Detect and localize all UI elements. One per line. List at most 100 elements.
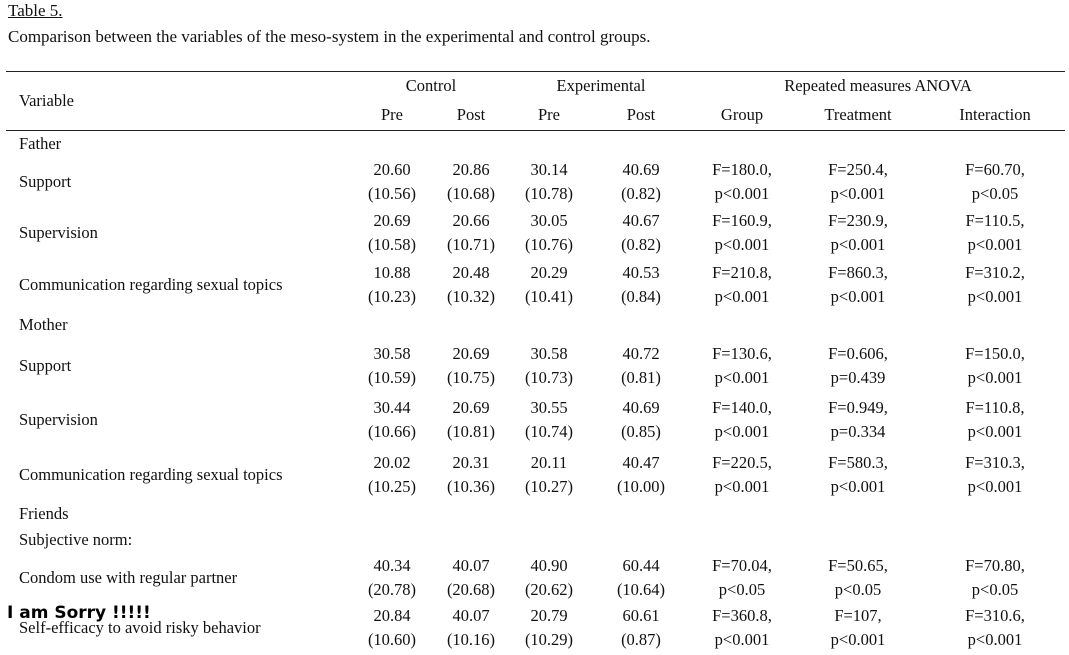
cell-treatment: p<0.001 (830, 287, 886, 306)
cell-c-pre: (10.56) (367, 184, 417, 203)
cell-group: p<0.05 (718, 580, 766, 599)
cell-c-post: 40.07 (452, 556, 490, 575)
cell-interaction: F=110.5, (965, 211, 1025, 230)
cell-e-pre: (10.29) (524, 630, 574, 649)
cell-interaction: p<0.001 (967, 422, 1023, 441)
cell-e-pre: 30.14 (530, 160, 568, 179)
cell-e-post: (0.84) (621, 287, 661, 306)
table-number: Table 5. (8, 1, 63, 20)
row-label: Supervision (19, 223, 98, 242)
cell-e-pre: 20.11 (530, 453, 568, 472)
cell-treatment: F=230.9, (828, 211, 888, 230)
header-experimental-pre: Pre (538, 105, 560, 124)
cell-c-pre: 20.84 (373, 606, 411, 625)
cell-e-post: 40.69 (622, 160, 660, 179)
row-label: Supervision (19, 410, 98, 429)
cell-group: F=70.04, (712, 556, 772, 575)
section-mother: Mother (19, 315, 68, 334)
top-rule (6, 71, 1065, 72)
row-label: Communication regarding sexual topics (19, 465, 283, 484)
cell-c-post: (10.16) (446, 630, 496, 649)
cell-interaction: p<0.001 (967, 235, 1023, 254)
header-experimental-post: Post (626, 105, 656, 124)
cell-group: F=360.8, (712, 606, 772, 625)
cell-e-pre: 30.55 (530, 398, 568, 417)
cell-c-pre: (10.23) (367, 287, 417, 306)
row-label: Communication regarding sexual topics (19, 275, 283, 294)
cell-c-post: (10.81) (446, 422, 496, 441)
cell-e-post: 40.72 (622, 344, 660, 363)
cell-c-pre: 10.88 (373, 263, 411, 282)
header-control: Control (405, 76, 457, 95)
cell-e-pre: 40.90 (530, 556, 568, 575)
cell-e-post: 40.53 (622, 263, 660, 282)
cell-c-pre: 30.58 (373, 344, 411, 363)
cell-c-post: (10.68) (446, 184, 496, 203)
cell-treatment: F=860.3, (828, 263, 888, 282)
cell-interaction: F=60.70, (965, 160, 1025, 179)
cell-c-post: 20.86 (452, 160, 490, 179)
cell-e-post: 40.67 (622, 211, 660, 230)
cell-e-post: 40.69 (622, 398, 660, 417)
cell-c-pre: (10.66) (367, 422, 417, 441)
cell-treatment: p<0.001 (830, 477, 886, 496)
cell-e-post: 60.44 (622, 556, 660, 575)
cell-e-post: 40.47 (622, 453, 660, 472)
cell-e-post: 60.61 (622, 606, 660, 625)
cell-interaction: F=150.0, (965, 344, 1025, 363)
header-anova: Repeated measures ANOVA (784, 76, 972, 95)
cell-c-pre: 30.44 (373, 398, 411, 417)
cell-interaction: F=310.6, (965, 606, 1025, 625)
cell-c-post: (10.71) (446, 235, 496, 254)
overlay-caption: I am Sorry !!!!! (7, 603, 151, 623)
header-treatment: Treatment (824, 105, 892, 124)
section-subjective-norm: Subjective norm: (19, 530, 133, 549)
cell-interaction: F=310.3, (965, 453, 1025, 472)
cell-interaction: p<0.05 (971, 580, 1019, 599)
cell-c-pre: (20.78) (367, 580, 417, 599)
cell-group: F=220.5, (712, 453, 772, 472)
header-control-pre: Pre (381, 105, 403, 124)
row-label: Condom use with regular partner (19, 568, 238, 587)
cell-group: p<0.001 (714, 287, 770, 306)
cell-c-pre: 40.34 (373, 556, 411, 575)
cell-e-pre: (10.76) (524, 235, 574, 254)
header-interaction: Interaction (959, 105, 1031, 124)
cell-treatment: p<0.05 (834, 580, 882, 599)
cell-interaction: p<0.001 (967, 477, 1023, 496)
header-rule (6, 130, 1065, 131)
cell-e-pre: (10.27) (524, 477, 574, 496)
cell-e-pre: (20.62) (524, 580, 574, 599)
cell-group: F=160.9, (712, 211, 772, 230)
cell-interaction: p<0.001 (967, 630, 1023, 649)
table-title: Comparison between the variables of the … (8, 27, 651, 46)
cell-group: p<0.001 (714, 477, 770, 496)
cell-e-pre: (10.73) (524, 368, 574, 387)
cell-group: p<0.001 (714, 630, 770, 649)
cell-c-pre: (10.59) (367, 368, 417, 387)
cell-e-post: (0.82) (621, 235, 661, 254)
cell-treatment: F=107, (834, 606, 882, 625)
cell-interaction: p<0.001 (967, 287, 1023, 306)
cell-c-post: (10.75) (446, 368, 496, 387)
cell-treatment: F=250.4, (828, 160, 888, 179)
cell-c-post: (20.68) (446, 580, 496, 599)
cell-e-pre: (10.74) (524, 422, 574, 441)
cell-group: p<0.001 (714, 368, 770, 387)
cell-e-post: (0.81) (621, 368, 661, 387)
cell-treatment: p=0.334 (830, 422, 886, 441)
cell-interaction: p<0.05 (971, 184, 1019, 203)
row-label: Support (19, 172, 72, 191)
cell-group: F=130.6, (712, 344, 772, 363)
cell-treatment: F=580.3, (828, 453, 888, 472)
section-father: Father (19, 134, 62, 153)
cell-group: p<0.001 (714, 184, 770, 203)
cell-treatment: p<0.001 (830, 184, 886, 203)
cell-c-pre: 20.02 (373, 453, 411, 472)
cell-e-pre: 30.05 (530, 211, 568, 230)
section-friends: Friends (19, 504, 69, 523)
cell-e-post: (10.00) (616, 477, 666, 496)
row-label: Self-efficacy to avoid risky behavior (19, 618, 261, 637)
cell-c-pre: (10.25) (367, 477, 417, 496)
cell-e-pre: 30.58 (530, 344, 568, 363)
